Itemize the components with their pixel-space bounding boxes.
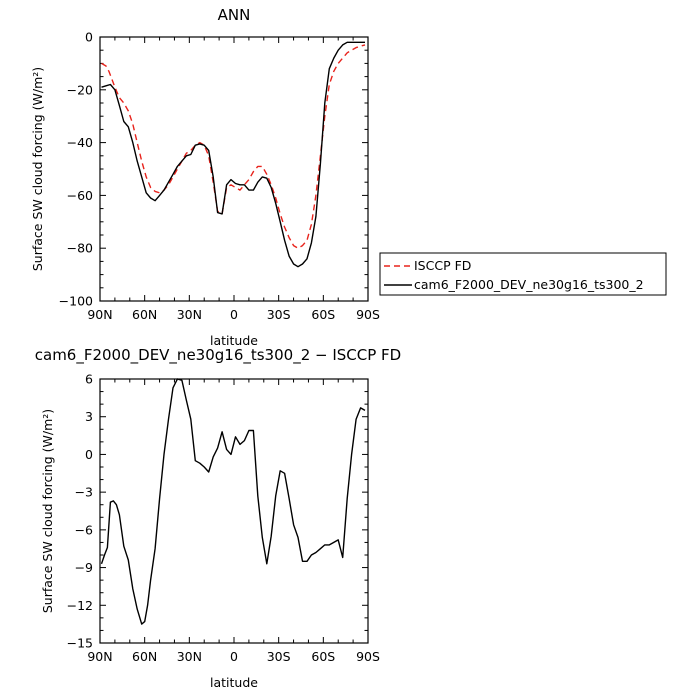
top-panel-title: ANN (218, 6, 251, 24)
x-tick-label: 60N (132, 307, 157, 322)
x-tick-label: 0 (230, 649, 238, 664)
x-tick-label: 60S (311, 649, 335, 664)
legend-label-cam6: cam6_F2000_DEV_ne30g16_ts300_2 (414, 277, 644, 292)
y-tick-label: −80 (67, 241, 93, 256)
y-tick-label: −6 (75, 522, 93, 537)
y-tick-label: −9 (75, 560, 93, 575)
series-line-isccp (101, 44, 366, 249)
top-plot-frame (99, 36, 369, 302)
x-tick-label: 60N (132, 649, 157, 664)
bottom-x-tick-labels: 90N 60N 30N 0 30S 60S 90S (87, 649, 380, 664)
x-tick-label: 90N (87, 649, 112, 664)
y-tick-label: −60 (67, 188, 93, 203)
bottom-plot-frame (99, 378, 369, 644)
x-tick-label: 0 (230, 307, 238, 322)
x-tick-label: 90S (356, 649, 380, 664)
bottom-y-tick-labels: 6 3 0 −3 −6 −9 −12 −15 (67, 372, 93, 651)
y-tick-label: −100 (59, 294, 93, 309)
y-tick-label: −15 (67, 636, 93, 651)
x-tick-label: 90S (356, 307, 380, 322)
bottom-series (100, 378, 366, 625)
legend-label-isccp: ISCCP FD (414, 258, 471, 273)
bottom-x-axis-label: latitude (210, 675, 258, 690)
top-x-tick-labels: 90N 60N 30N 0 30S 60S 90S (87, 307, 380, 322)
x-tick-label: 30N (177, 649, 202, 664)
top-series (101, 41, 366, 268)
y-tick-label: −20 (67, 82, 93, 97)
top-x-axis-label: latitude (210, 333, 258, 348)
y-tick-label: −3 (75, 485, 93, 500)
top-y-axis-label: Surface SW cloud forcing (W/m²) (30, 67, 45, 271)
y-tick-label: 6 (85, 372, 93, 387)
x-tick-label: 90N (87, 307, 112, 322)
top-legend: ISCCP FD cam6_F2000_DEV_ne30g16_ts300_2 (379, 252, 667, 296)
top-panel: ANN 0−20−40−60−80−100 90N 60N 30N 0 30S 60S 90… (30, 6, 667, 348)
x-tick-label: 30N (177, 307, 202, 322)
bottom-panel-title: cam6_F2000_DEV_ne30g16_ts300_2 − ISCCP F… (35, 346, 401, 365)
legend-box (379, 252, 667, 296)
y-tick-label: 0 (85, 447, 93, 462)
x-tick-label: 30S (267, 649, 291, 664)
bottom-ticks (99, 378, 369, 644)
bottom-y-axis-label: Surface SW cloud forcing (W/m²) (40, 409, 55, 613)
x-tick-label: 60S (311, 307, 335, 322)
difference-line (100, 378, 366, 625)
y-tick-label: −12 (67, 598, 93, 613)
series-line-cam6 (101, 41, 365, 268)
top-y-tick-labels: 0 −20 −40 −60 −80 −100 (59, 30, 93, 309)
y-tick-label: 0 (85, 30, 93, 45)
y-tick-label: 3 (85, 409, 93, 424)
x-tick-label: 30S (267, 307, 291, 322)
y-tick-label: −40 (67, 135, 93, 150)
bottom-panel: cam6_F2000_DEV_ne30g16_ts300_2 − ISCCP F… (35, 346, 401, 690)
